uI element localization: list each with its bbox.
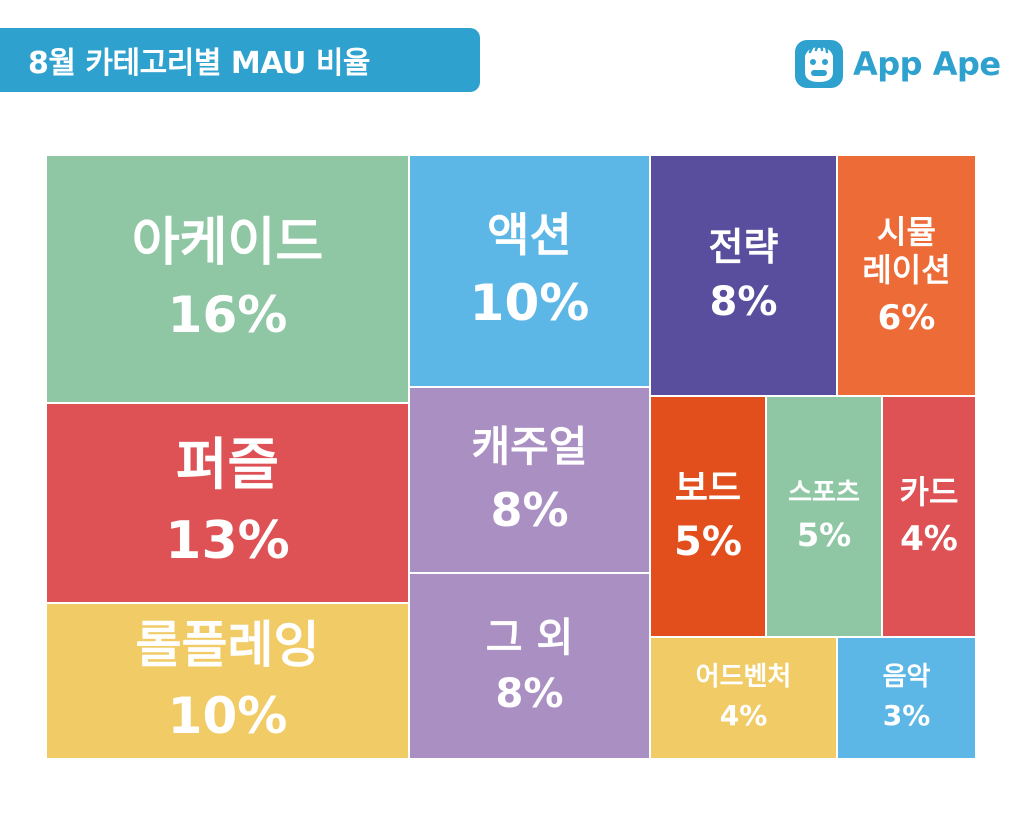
tile-value: 8% bbox=[490, 482, 569, 537]
treemap-tile: 퍼즐 13% bbox=[46, 403, 409, 603]
tile-label: 음악 bbox=[882, 662, 931, 693]
tile-label: 카드 bbox=[899, 473, 959, 512]
ape-logo-icon bbox=[795, 40, 843, 88]
treemap-tile: 아케이드 16% bbox=[46, 155, 409, 403]
treemap-tile: 어드벤처 4% bbox=[650, 637, 837, 759]
treemap-tile: 스포츠 5% bbox=[766, 396, 882, 637]
tile-value: 5% bbox=[796, 516, 852, 555]
treemap-tile: 롤플레잉 10% bbox=[46, 603, 409, 759]
title-banner: 8월 카테고리별 MAU 비율 bbox=[0, 28, 480, 92]
tile-label: 보드 bbox=[674, 467, 742, 509]
tile-label: 그 외 bbox=[485, 615, 574, 661]
treemap-tile: 음악 3% bbox=[837, 637, 976, 759]
treemap-tile: 전략 8% bbox=[650, 155, 837, 396]
tile-value: 8% bbox=[495, 671, 564, 717]
treemap-tile: 카드 4% bbox=[882, 396, 976, 637]
treemap-tile: 그 외 8% bbox=[409, 573, 650, 759]
chart-title: 8월 카테고리별 MAU 비율 bbox=[28, 46, 371, 81]
tile-value: 5% bbox=[674, 519, 742, 566]
treemap-tile: 시뮬 레이션 6% bbox=[837, 155, 976, 396]
logo-text: App Ape bbox=[853, 45, 1001, 83]
tile-label: 전략 bbox=[708, 224, 779, 269]
tile-label: 퍼즐 bbox=[175, 433, 280, 499]
treemap-tile: 액션 10% bbox=[409, 155, 650, 387]
tile-label: 시뮬 레이션 bbox=[862, 213, 951, 290]
tile-value: 4% bbox=[900, 518, 958, 559]
tile-label: 롤플레잉 bbox=[135, 616, 320, 674]
tile-value: 4% bbox=[719, 699, 768, 733]
tile-value: 8% bbox=[709, 279, 778, 326]
tile-value: 16% bbox=[167, 285, 288, 344]
tile-label: 스포츠 bbox=[788, 478, 860, 509]
tile-value: 10% bbox=[167, 686, 288, 745]
treemap-tile: 캐주얼 8% bbox=[409, 387, 650, 573]
tile-label: 캐주얼 bbox=[471, 422, 588, 472]
tile-value: 13% bbox=[165, 510, 290, 571]
tile-label: 아케이드 bbox=[131, 212, 324, 273]
tile-label: 어드벤처 bbox=[695, 662, 792, 693]
tile-value: 10% bbox=[469, 274, 590, 333]
app-ape-logo: App Ape bbox=[793, 36, 1001, 92]
treemap-tile: 보드 5% bbox=[650, 396, 766, 637]
tile-value: 6% bbox=[877, 297, 936, 338]
tile-value: 3% bbox=[882, 699, 931, 733]
tile-label: 액션 bbox=[487, 208, 572, 263]
